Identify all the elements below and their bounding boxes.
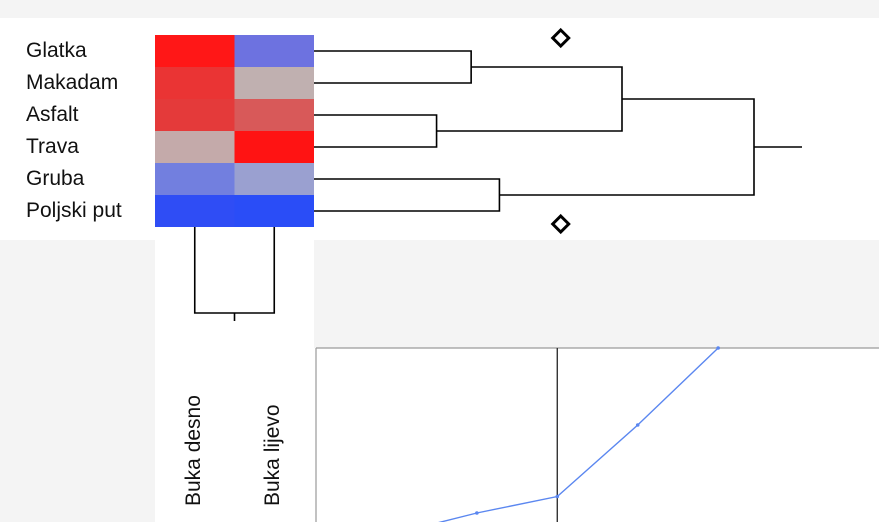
row-label-makadam: Makadam [26,71,119,94]
row-dendrogram-link-4 [436,66,623,132]
row-label-asfalt: Asfalt [26,103,79,126]
distance-plot [315,346,879,522]
right-lower-panel [314,240,879,348]
column-dendrogram [193,227,276,321]
column-label-buka-lijevo: Buka lijevo [261,404,284,506]
row-dendrogram-link-2 [314,114,438,148]
column-dendrogram-link [193,227,276,314]
heatmap-cell-glatka-2 [234,35,314,67]
distance-plot-point-4 [635,423,640,427]
row-label-poljski-put: Poljski put [26,199,122,222]
row-label-gruba: Gruba [26,167,85,190]
row-label-trava: Trava [26,135,79,158]
row-label-glatka: Glatka [26,39,87,62]
column-label-buka-desno: Buka desno [182,395,205,506]
heatmap-cell-trava-1 [155,131,235,163]
heatmap-cell-asfalt-2 [234,99,314,131]
heatmap-cell-poljski-put-1 [155,195,235,227]
row-dendrogram [314,27,802,235]
distance-plot-point-2 [475,511,479,515]
heatmap-cell-gruba-1 [155,163,235,195]
row-dendrogram-link-3 [314,178,501,212]
heatmap-cells [155,35,314,227]
row-dendrogram-link-1 [314,50,472,84]
heatmap-cell-makadam-1 [155,67,235,99]
heatmap-cell-gruba-2 [234,163,314,195]
cluster-cut-marker-diamond[interactable] [550,27,571,49]
left-lower-panel [0,240,155,522]
distance-plot-point-5 [716,346,720,350]
heatmap-cell-makadam-2 [234,67,314,99]
row-dendrogram-link-5 [499,98,755,196]
cluster-cut-marker-diamond[interactable] [550,213,571,235]
heatmap-cell-asfalt-1 [155,99,235,131]
heatmap-cell-glatka-1 [155,35,235,67]
report-header-strip [0,0,879,18]
heatmap-cell-poljski-put-2 [234,195,314,227]
distance-plot-point-3 [555,494,560,499]
heatmap-cell-trava-2 [234,131,314,163]
